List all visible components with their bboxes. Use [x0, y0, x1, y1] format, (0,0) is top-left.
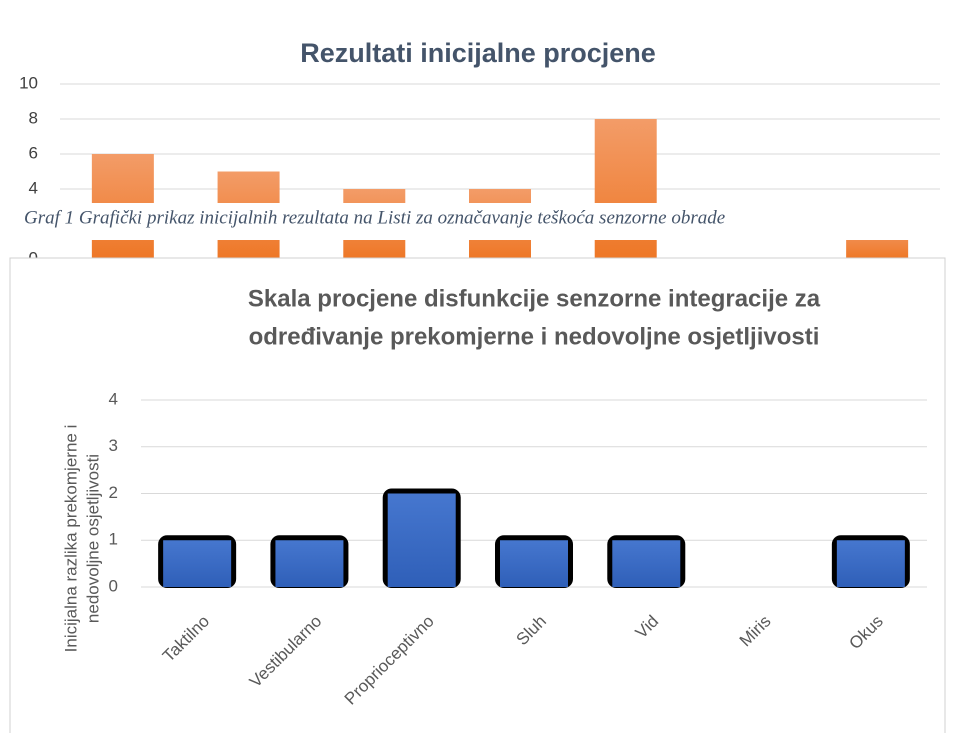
bar — [163, 540, 232, 587]
y-tick-label: 1 — [109, 530, 118, 549]
y-axis-label: nedovoljne osjetljivosti — [83, 454, 102, 623]
y-tick-label: 10 — [19, 73, 38, 92]
chart-title: određivanje prekomjerne i nedovoljne osj… — [249, 323, 820, 350]
bar — [836, 540, 905, 587]
y-tick-label: 2 — [109, 483, 118, 502]
y-axis-label: Inicijalna razlika prekomjerne i — [61, 425, 80, 653]
y-tick-label: 3 — [109, 436, 118, 455]
y-tick-label: 4 — [109, 389, 118, 408]
chart-frame — [9, 257, 946, 733]
chart-2: Skala procjene disfunkcije senzorne inte… — [61, 285, 927, 709]
y-tick-label: 6 — [29, 143, 38, 162]
bar — [387, 493, 456, 587]
y-tick-label: 0 — [109, 576, 118, 595]
caption-background — [0, 203, 955, 240]
chart-title: Skala procjene disfunkcije senzorne inte… — [248, 285, 821, 312]
chart-title: Rezultati inicijalne procjene — [300, 38, 656, 68]
caption: Graf 1 Grafički prikaz inicijalnih rezul… — [24, 207, 725, 228]
y-tick-label: 8 — [29, 108, 38, 127]
bar — [612, 540, 681, 587]
bar — [500, 540, 568, 587]
bar — [275, 540, 344, 587]
caption-area: Graf 1 Grafički prikaz inicijalnih rezul… — [0, 203, 955, 240]
y-tick-label: 4 — [29, 178, 38, 197]
